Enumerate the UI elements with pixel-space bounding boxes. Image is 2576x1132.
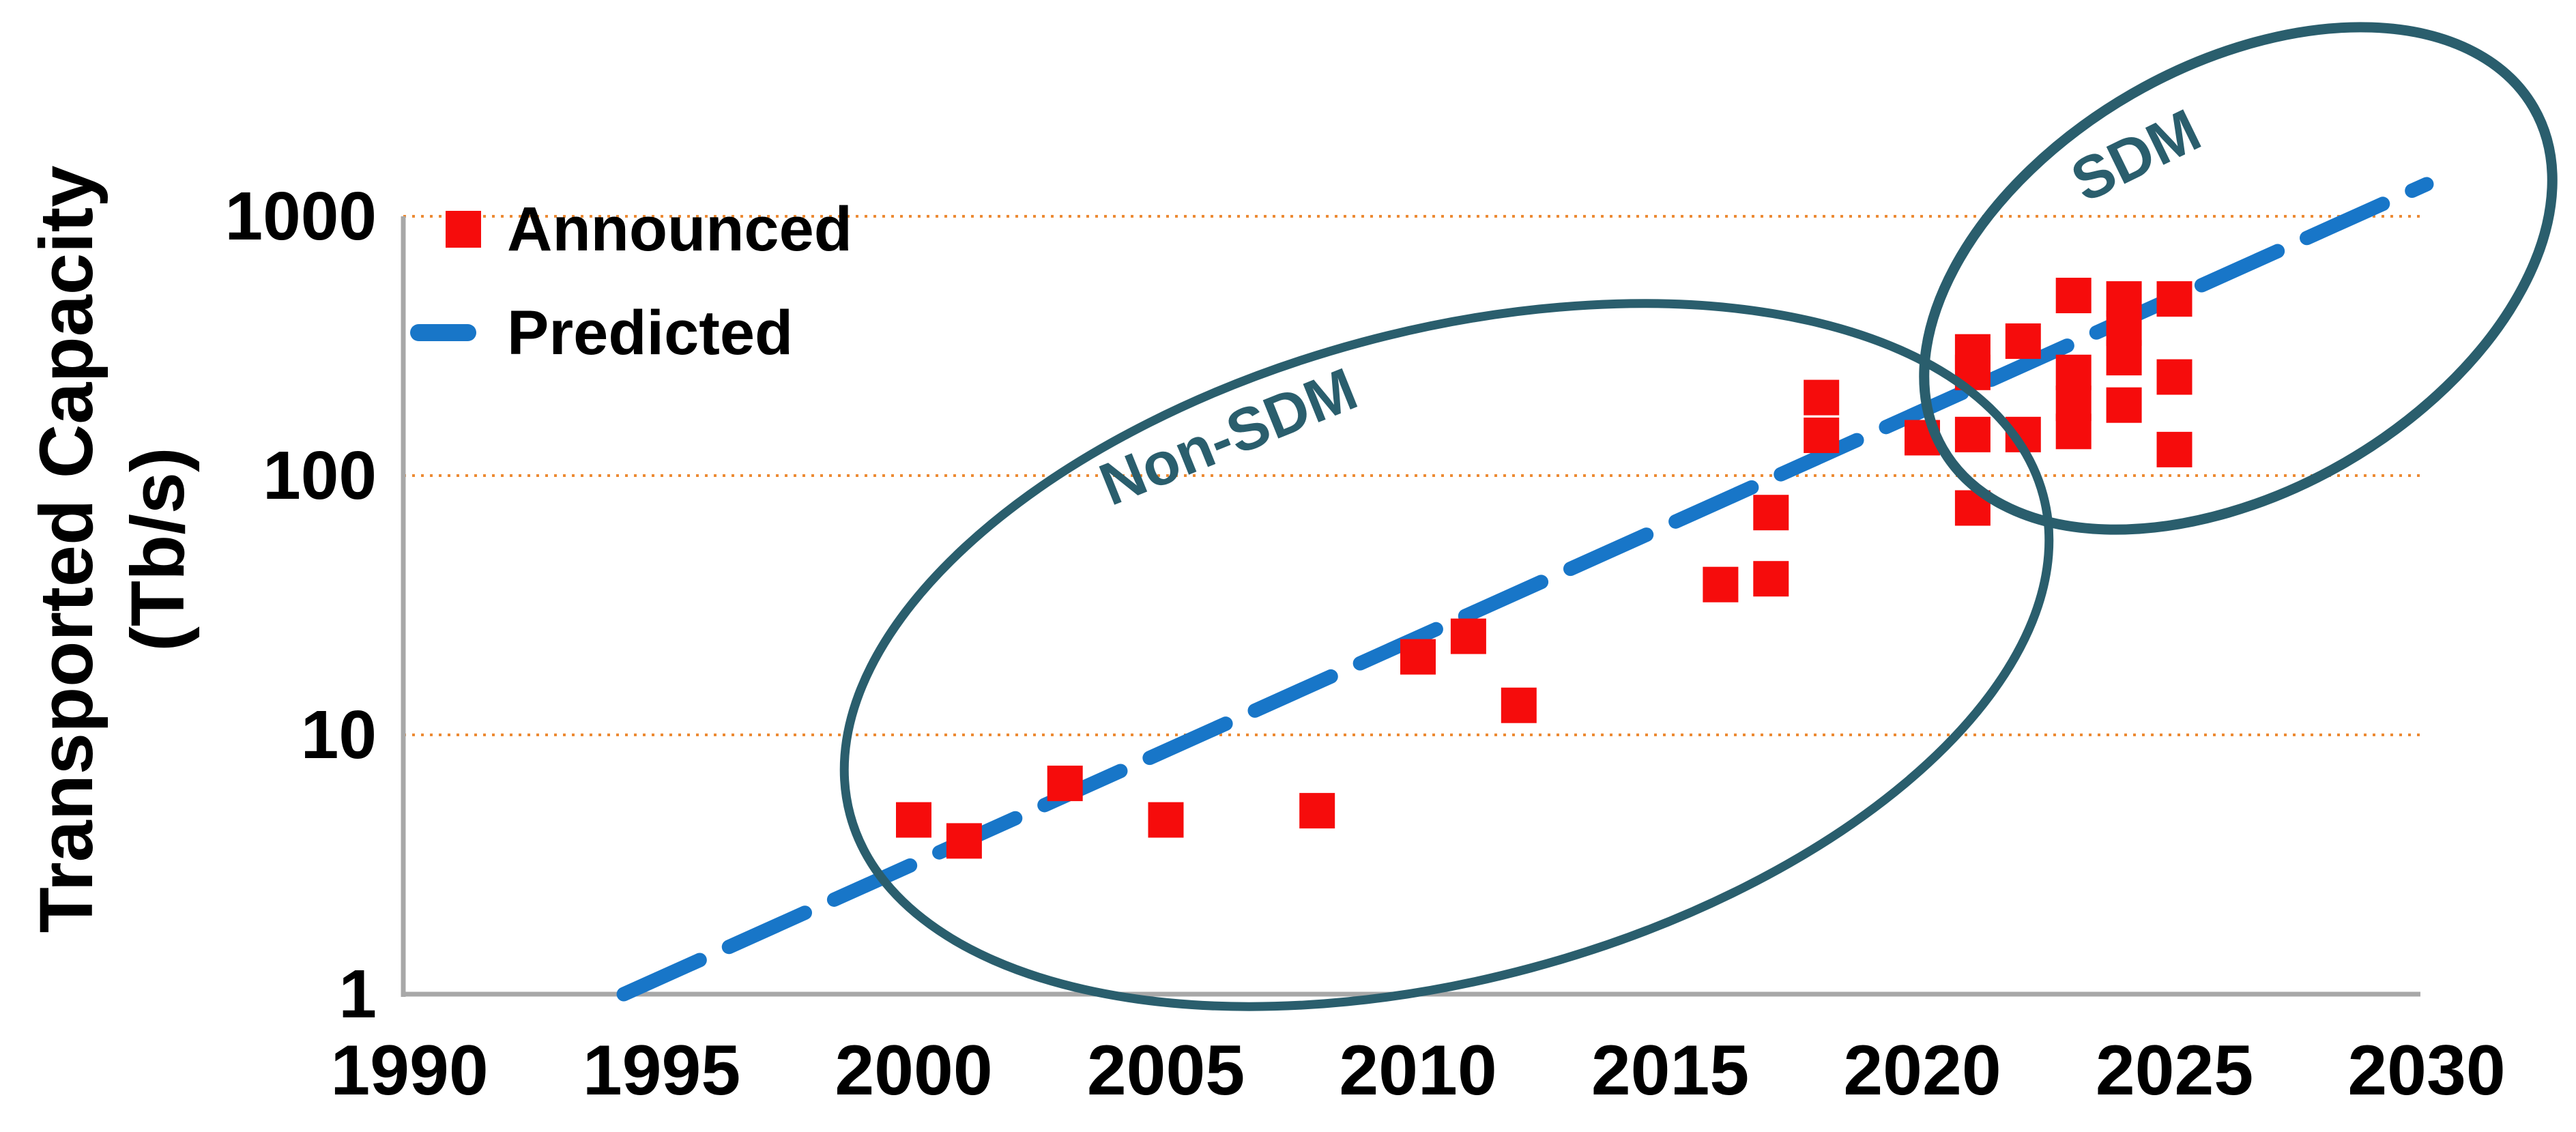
announced-point-2023-148 [2055, 413, 2092, 450]
y-tick-label-1000: 1000 [225, 178, 377, 255]
announced-point-2024-187 [2106, 387, 2142, 423]
announced-point-2010-20 [1400, 639, 1436, 675]
announced-point-2016-38 [1703, 566, 1739, 603]
announced-point-2001-3.9 [946, 823, 982, 859]
x-tick-label-2025: 2025 [2095, 1031, 2254, 1110]
legend-predicted-marker-icon [410, 324, 476, 341]
announced-point-2005-4.7 [1148, 802, 1184, 838]
x-tick-label-2010: 2010 [1339, 1031, 1497, 1110]
legend-announced-label: Announced [507, 194, 852, 264]
announced-point-2000-4.7 [896, 802, 931, 838]
announced-point-2011-24 [1450, 618, 1486, 654]
announced-point-2025-240 [2156, 359, 2193, 395]
announced-point-2021-144 [1954, 416, 1991, 452]
y-axis-title-line2: (Tb/s) [116, 447, 200, 652]
y-axis-title: Transported Capacity (Tb/s) [21, 166, 204, 933]
announced-point-2022-330 [2005, 323, 2041, 359]
non-sdm-ellipse [839, 299, 2054, 1011]
y-tick-label-100: 100 [263, 437, 377, 514]
sdm-ellipse [1919, 22, 2558, 535]
x-tick-label-2000: 2000 [835, 1031, 993, 1110]
y-tick-label-1: 1 [338, 956, 377, 1032]
announced-point-2024-285 [2106, 340, 2142, 376]
x-tick-label-2030: 2030 [2347, 1031, 2506, 1110]
predicted-trend-line [616, 177, 2434, 1002]
x-tick-label-1990: 1990 [330, 1031, 489, 1110]
legend-announced-marker-icon [446, 211, 481, 248]
x-tick-label-2015: 2015 [1591, 1031, 1750, 1110]
x-tick-label-2020: 2020 [1843, 1031, 2001, 1110]
announced-point-2003-6.5 [1047, 766, 1083, 802]
announced-point-2012-13 [1501, 687, 1537, 723]
x-tick-label-2005: 2005 [1086, 1031, 1245, 1110]
announced-point-2025-480 [2156, 281, 2193, 317]
announced-point-2017-72 [1753, 495, 1789, 531]
y-axis-title-line1: Transported Capacity [25, 165, 108, 933]
announced-point-2023-495 [2055, 278, 2092, 314]
announced-point-2008-5.1 [1299, 793, 1335, 829]
announced-point-2023-250 [2055, 354, 2092, 390]
announced-point-2018-200 [1804, 379, 1840, 416]
x-tick-label-1995: 1995 [582, 1031, 741, 1110]
y-tick-label-10: 10 [300, 697, 377, 773]
announced-point-2025-126 [2156, 431, 2193, 467]
announced-point-2017-40 [1753, 561, 1789, 597]
announced-point-2018-143 [1804, 417, 1840, 453]
legend-predicted-label: Predicted [507, 298, 794, 368]
